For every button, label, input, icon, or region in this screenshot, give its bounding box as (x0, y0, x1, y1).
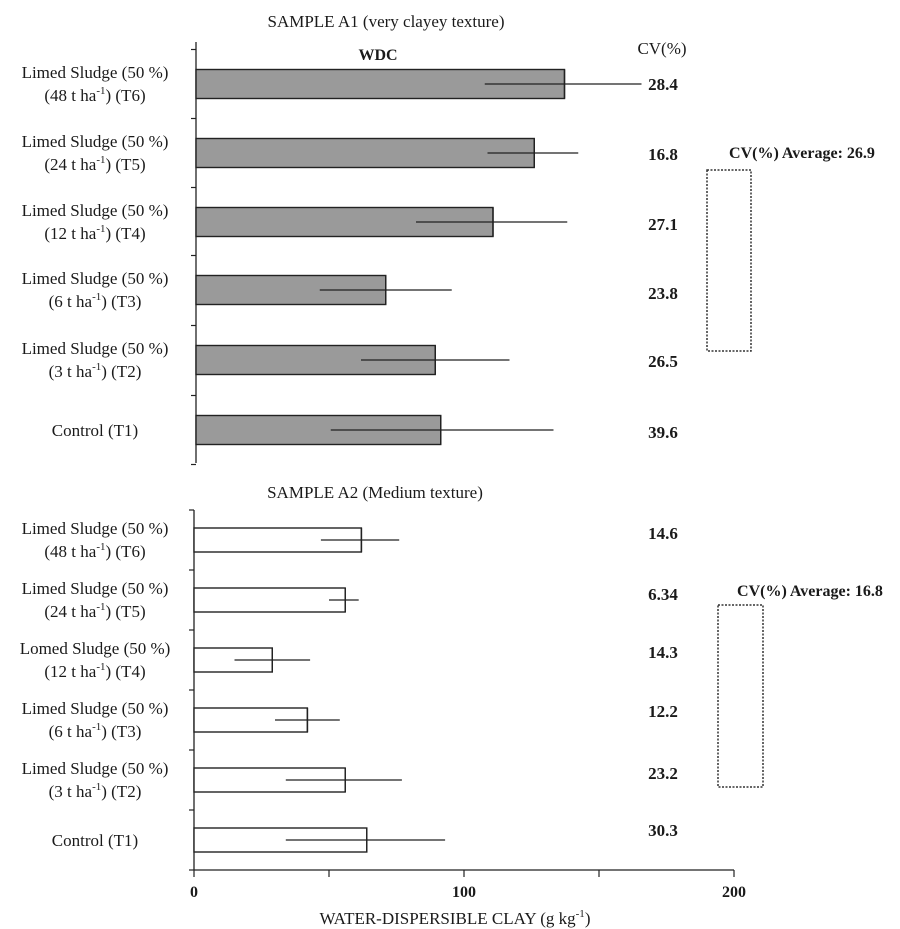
category-label-line2: (6 t ha-1) (T3) (49, 721, 142, 741)
category-label-line2: (3 t ha-1) (T2) (49, 781, 142, 801)
category-label-dose: (24 t ha (44, 155, 96, 174)
panel-a1-cv-values: 28.4 16.8 27.1 23.8 26.5 39.6 (648, 75, 678, 442)
cv-value: 28.4 (648, 75, 678, 94)
panel-a1: SAMPLE A1 (very clayey texture) WDC CV(%… (22, 12, 875, 466)
panel-a2: SAMPLE A2 (Medium texture) CV(%) Average… (20, 483, 883, 928)
panel-a1-title: SAMPLE A1 (very clayey texture) (268, 12, 505, 31)
category-label-line2: (6 t ha-1) (T3) (49, 291, 142, 311)
x-tick-label: 200 (722, 884, 746, 901)
cv-value: 30.3 (648, 821, 678, 840)
panel-a1-annotation: WDC (358, 47, 397, 64)
category-label-line2: (12 t ha-1) (T4) (44, 661, 145, 681)
category-label-line2: (3 t ha-1) (T2) (49, 361, 142, 381)
category-label-line2: (48 t ha-1) (T6) (44, 85, 145, 105)
cv-value: 6.34 (648, 585, 678, 604)
panel-a2-cv-average: CV(%) Average: 16.8 (737, 583, 883, 600)
panel-a2-category-labels: Limed Sludge (50 %)(48 t ha-1) (T6)Limed… (20, 519, 171, 850)
category-label-line1: Limed Sludge (50 %) (22, 759, 169, 778)
category-label-superscript: -1 (92, 781, 101, 793)
category-label-line2: (24 t ha-1) (T5) (44, 601, 145, 621)
cv-value: 14.3 (648, 643, 678, 662)
category-label-superscript: -1 (92, 361, 101, 373)
cv-value: 12.2 (648, 702, 678, 721)
x-tick-label: 100 (452, 884, 476, 901)
category-label-line1: Limed Sludge (50 %) (22, 132, 169, 151)
cv-value: 23.2 (648, 764, 678, 783)
category-label-superscript: -1 (96, 661, 105, 673)
category-label-dose: (12 t ha (44, 662, 96, 681)
category-label-treatment: ) (T2) (101, 362, 141, 381)
panel-a1-category-labels: Limed Sludge (50 %)(48 t ha-1) (T6)Limed… (22, 63, 169, 440)
category-label-treatment: ) (T2) (101, 782, 141, 801)
category-label-dose: (3 t ha (49, 362, 93, 381)
category-label-line2: (48 t ha-1) (T6) (44, 541, 145, 561)
category-label-superscript: -1 (96, 541, 105, 553)
x-axis-label-main: WATER-DISPERSIBLE CLAY (g kg (320, 909, 577, 928)
category-label-superscript: -1 (96, 85, 105, 97)
category-label-line1: Limed Sludge (50 %) (22, 339, 169, 358)
category-label-treatment: ) (T3) (101, 722, 141, 741)
category-label-line1: Limed Sludge (50 %) (22, 579, 169, 598)
panel-a2-bars (193, 527, 446, 853)
cv-header: CV(%) (637, 39, 686, 58)
category-label-superscript: -1 (96, 154, 105, 166)
category-label-treatment: ) (T6) (105, 542, 145, 561)
panel-a1-axis (191, 42, 197, 466)
panel-a2-cv-values: 14.6 6.34 14.3 12.2 23.2 30.3 (648, 524, 678, 840)
cv-value: 27.1 (648, 215, 678, 234)
category-label: Control (T1) (52, 421, 138, 440)
category-label-line1: Limed Sludge (50 %) (22, 519, 169, 538)
panel-a2-axis (189, 509, 195, 871)
x-axis-label-superscript: -1 (576, 908, 585, 920)
category-label-superscript: -1 (92, 721, 101, 733)
category-label-dose: (24 t ha (44, 602, 96, 621)
category-label: Control (T1) (52, 831, 138, 850)
category-label-superscript: -1 (96, 601, 105, 613)
panel-a2-cv-average-box (717, 604, 764, 788)
panel-a1-bars (195, 68, 642, 446)
category-label-treatment: ) (T5) (105, 602, 145, 621)
category-label-line1: Limed Sludge (50 %) (22, 63, 169, 82)
cv-value: 39.6 (648, 423, 678, 442)
category-label-dose: (48 t ha (44, 542, 96, 561)
x-tick-label: 0 (190, 884, 198, 901)
category-label-line1: Limed Sludge (50 %) (22, 201, 169, 220)
category-label-dose: (48 t ha (44, 86, 96, 105)
panel-a2-title: SAMPLE A2 (Medium texture) (267, 483, 483, 502)
category-label-treatment: ) (T4) (105, 662, 145, 681)
cv-value: 14.6 (648, 524, 678, 543)
category-label-treatment: ) (T6) (105, 86, 145, 105)
x-axis-label-end: ) (585, 909, 591, 928)
category-label-superscript: -1 (96, 223, 105, 235)
category-label-line2: (24 t ha-1) (T5) (44, 154, 145, 174)
category-label-line2: (12 t ha-1) (T4) (44, 223, 145, 243)
cv-value: 23.8 (648, 284, 678, 303)
x-axis-label: WATER-DISPERSIBLE CLAY (g kg-1) (320, 908, 591, 928)
category-label-line1: Limed Sludge (50 %) (22, 269, 169, 288)
bar (195, 137, 535, 169)
category-label-superscript: -1 (92, 291, 101, 303)
category-label-treatment: ) (T3) (101, 292, 141, 311)
panel-a1-cv-average: CV(%) Average: 26.9 (729, 145, 875, 162)
cv-value: 16.8 (648, 145, 678, 164)
category-label-treatment: ) (T4) (105, 224, 145, 243)
x-axis: 0 100 200 (190, 869, 746, 901)
panel-a1-cv-average-box (706, 169, 752, 352)
category-label-line1: Limed Sludge (50 %) (22, 699, 169, 718)
category-label-dose: (6 t ha (49, 292, 93, 311)
category-label-treatment: ) (T5) (105, 155, 145, 174)
cv-value: 26.5 (648, 352, 678, 371)
bar (193, 587, 346, 613)
category-label-dose: (6 t ha (49, 722, 93, 741)
category-label-dose: (12 t ha (44, 224, 96, 243)
category-label-dose: (3 t ha (49, 782, 93, 801)
category-label-line1: Lomed Sludge (50 %) (20, 639, 171, 658)
